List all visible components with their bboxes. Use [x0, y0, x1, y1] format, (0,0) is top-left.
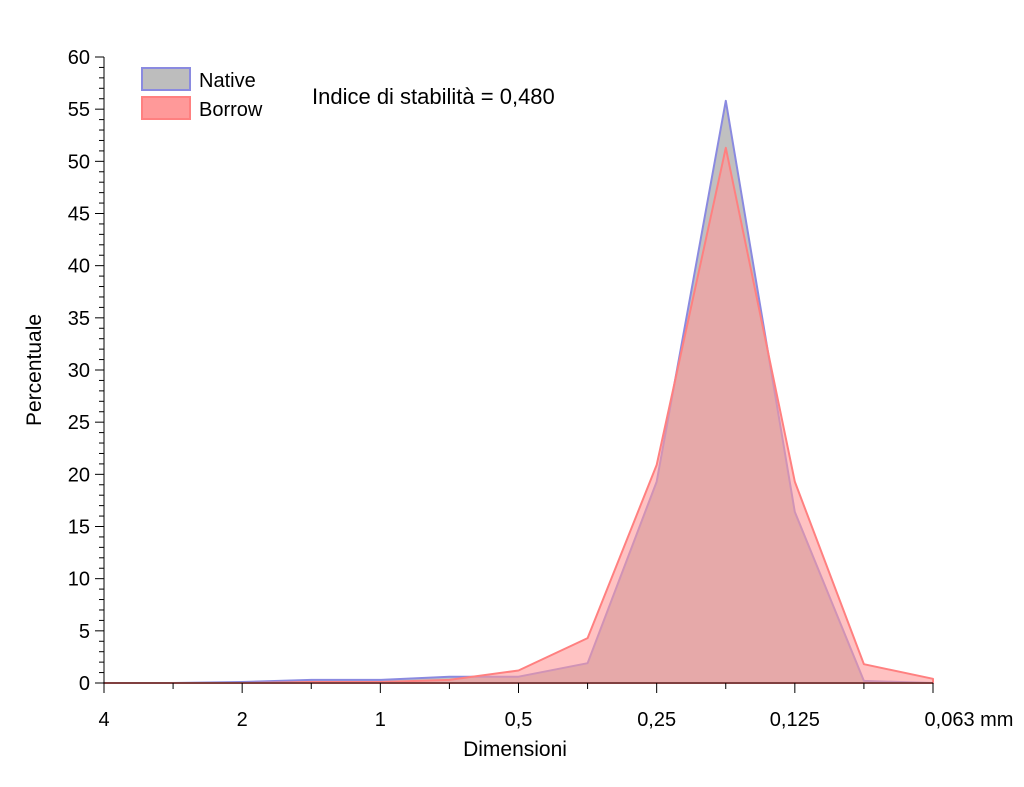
x-tick-label: 4 — [98, 709, 109, 731]
x-tick-label: 0,25 — [637, 709, 676, 731]
y-tick-label: 35 — [68, 308, 90, 330]
y-tick-label: 30 — [68, 360, 90, 382]
x-ticks: 4 2 1 0,5 0,25 0,125 0,063 mm — [98, 683, 1013, 731]
y-tick-label: 45 — [68, 204, 90, 226]
x-tick-label: 0,5 — [505, 709, 533, 731]
y-tick-label: 55 — [68, 99, 90, 121]
y-tick-label: 0 — [79, 673, 90, 695]
y-tick-label: 60 — [68, 47, 90, 69]
legend-label-borrow: Borrow — [199, 99, 263, 121]
y-tick-label: 10 — [68, 569, 90, 591]
x-tick-label: 0,063 mm — [925, 709, 1014, 731]
y-tick-label: 5 — [79, 621, 90, 643]
plot-areas — [103, 99, 934, 684]
y-tick-label: 25 — [68, 412, 90, 434]
x-tick-label: 1 — [375, 709, 386, 731]
x-axis-title: Dimensioni — [463, 738, 567, 761]
y-ticks: 0 5 10 15 20 25 30 35 40 45 50 55 60 — [68, 47, 104, 695]
legend-label-native: Native — [199, 70, 256, 92]
y-tick-label: 50 — [68, 151, 90, 173]
stability-index-annotation: Indice di stabilità = 0,480 — [312, 84, 555, 109]
y-tick-label: 20 — [68, 464, 90, 486]
x-tick-label: 2 — [237, 709, 248, 731]
y-axis-title: Percentuale — [23, 314, 46, 426]
axes: 0 5 10 15 20 25 30 35 40 45 50 55 60 4 2 1 0,5 0,25 0,125… — [68, 47, 1014, 731]
y-tick-label: 40 — [68, 256, 90, 278]
y-tick-label: 15 — [68, 517, 90, 539]
legend: Native Borrow — [141, 67, 263, 121]
legend-swatch-borrow — [141, 96, 191, 120]
x-tick-label: 0,125 — [770, 709, 820, 731]
legend-swatch-native — [141, 67, 191, 91]
area-borrow — [103, 146, 934, 684]
